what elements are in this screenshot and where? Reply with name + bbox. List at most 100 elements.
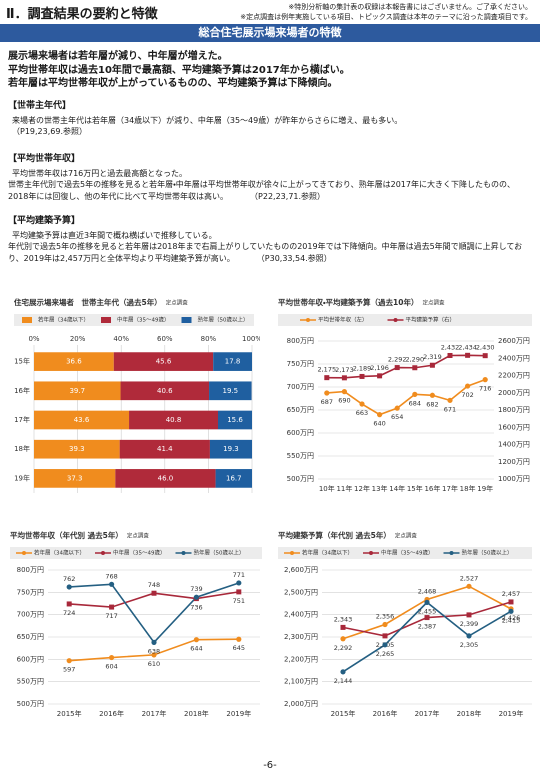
marker xyxy=(66,658,72,664)
bar-segment xyxy=(215,469,252,488)
data-label: 748 xyxy=(148,581,160,589)
marker xyxy=(447,397,453,403)
legend-box xyxy=(14,314,254,326)
marker xyxy=(466,612,472,618)
marker xyxy=(447,352,453,358)
data-label: 702 xyxy=(461,391,473,399)
bar-segment xyxy=(34,381,121,401)
x-tick-label: 2019年 xyxy=(226,709,251,718)
bar-segment xyxy=(34,352,114,371)
marker xyxy=(382,621,388,628)
marker xyxy=(324,390,330,396)
note: ※定点調査は例年実施している項目、トピックス調査は本年のテーマに沿った調査項目で… xyxy=(240,13,532,21)
data-label: 2,175 xyxy=(317,366,336,374)
legend-label: 熟年層（50歳以上） xyxy=(462,549,513,557)
marker xyxy=(109,604,115,610)
chart-note: 定点調査 xyxy=(423,299,446,307)
marker xyxy=(359,373,365,379)
bar-segment xyxy=(129,410,218,430)
y-tick-label: 19年 xyxy=(14,473,30,482)
data-label: 2,189 xyxy=(353,364,372,372)
y-tick-label: 700万円 xyxy=(287,383,314,391)
marker xyxy=(382,633,388,639)
section-heading: 【平均世帯年収】 xyxy=(8,154,81,164)
marker xyxy=(193,637,199,643)
paragraph: 来場者の世帯主年代は若年層（34歳以下）が減り、中年層（35～49歳）が昨年から… xyxy=(12,115,403,125)
data-label: 663 xyxy=(356,409,368,417)
marker xyxy=(66,584,72,590)
data-label: 654 xyxy=(391,413,403,421)
summary-line: 平均世帯年収は過去10年間で最高額、平均建築予算は2017年から横ばい。 xyxy=(8,64,350,76)
marker xyxy=(151,590,157,596)
data-label: 39.3 xyxy=(69,445,85,453)
paragraph-text: 年代別で過去5年の推移を見ると若年層は2018年まで右肩上がりしていたものの20… xyxy=(8,242,523,263)
data-label: 2,292 xyxy=(388,356,407,364)
marker xyxy=(466,583,472,589)
x-tick-label: 13年 xyxy=(372,484,388,493)
data-label: 39.7 xyxy=(69,387,85,395)
data-label: 19.5 xyxy=(223,387,239,395)
bar-segment xyxy=(113,352,214,371)
data-label: 610 xyxy=(148,660,160,668)
y-tick-label: 2,400万円 xyxy=(284,611,318,619)
section: 【世帯主年代】 来場者の世帯主年代は若年層（34歳以下）が減り、中年層（35～4… xyxy=(8,101,533,138)
y-tick-label: 600万円 xyxy=(17,655,44,663)
data-label: 2,468 xyxy=(418,587,437,595)
data-label: 2,387 xyxy=(418,623,437,631)
data-label: 17.8 xyxy=(225,358,241,366)
chart-title: 平均世帯年収（年代別 過去5年） xyxy=(10,530,123,540)
bar-segment xyxy=(115,469,216,488)
data-label: 762 xyxy=(63,575,75,583)
paragraph: 平均建築予算は直近3年間で概ね横ばいで推移している。 xyxy=(12,230,217,240)
legend-box xyxy=(10,547,262,559)
data-label: 2,399 xyxy=(460,620,479,628)
data-label: 716 xyxy=(479,385,491,393)
paragraph-text: 世帯主年代別で過去5年の推移を見ると若年層・中年層は平均世帯年収が徐々に上がって… xyxy=(8,180,515,201)
marker xyxy=(66,601,72,607)
y2-tick-label: 2400万円 xyxy=(498,354,530,362)
marker xyxy=(508,599,514,605)
paragraph: 年代別で過去5年の推移を見ると若年層は2018年まで右肩上がりしていたものの20… xyxy=(8,241,533,264)
data-label: 638 xyxy=(148,647,160,655)
bar-segment xyxy=(217,410,252,430)
legend-marker xyxy=(181,551,186,555)
section-heading: 【平均建築予算】 xyxy=(8,216,81,226)
data-label: 717 xyxy=(105,612,117,620)
data-label: 2,305 xyxy=(460,641,479,649)
data-label: 2,415 xyxy=(502,616,521,624)
marker xyxy=(429,392,435,398)
x-tick-label: 12年 xyxy=(354,484,370,493)
data-label: 2,432 xyxy=(441,343,460,351)
legend-marker xyxy=(369,551,373,555)
marker xyxy=(151,652,157,658)
x-tick-label: 2017年 xyxy=(142,709,167,718)
note: ※特別分析軸の集計表の収録は本報告書にはございません。ご了承ください。 xyxy=(288,3,532,11)
bar-segment xyxy=(209,439,252,459)
summary-line: 若年層は平均世帯年収が上がっているものの、平均建築予算は下降傾向。 xyxy=(8,78,338,89)
x-tick-label: 2017年 xyxy=(415,709,440,718)
legend-label: 中年層（35～49歳） xyxy=(117,316,170,324)
x-tick-label: 80% xyxy=(201,335,217,343)
marker xyxy=(382,642,388,648)
chart-note: 定点調査 xyxy=(395,532,418,540)
legend-label: 平均建築予算（右） xyxy=(406,316,456,324)
reference: （P22,23,71.参照） xyxy=(254,191,326,201)
chart-note: 定点調査 xyxy=(166,299,189,307)
marker xyxy=(340,636,346,642)
legend-box xyxy=(278,547,532,559)
bar-segment xyxy=(213,352,252,371)
legend-swatch xyxy=(181,317,192,323)
data-label: 684 xyxy=(409,399,421,407)
marker xyxy=(193,594,199,600)
data-label: 645 xyxy=(233,644,245,652)
y2-tick-label: 2200万円 xyxy=(498,372,530,380)
legend-marker xyxy=(290,551,294,555)
marker xyxy=(359,401,365,407)
marker xyxy=(465,383,471,389)
bar-segment xyxy=(119,439,210,459)
x-tick-label: 0% xyxy=(28,335,39,343)
data-label: 2,196 xyxy=(370,364,389,372)
